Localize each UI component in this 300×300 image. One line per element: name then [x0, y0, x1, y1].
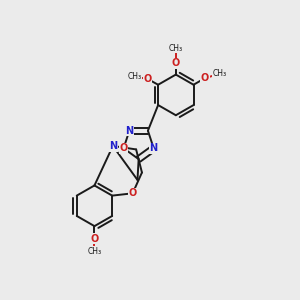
Text: O: O	[172, 58, 180, 68]
Text: CH₃: CH₃	[213, 69, 227, 78]
Text: N: N	[125, 126, 134, 136]
Text: O: O	[119, 143, 128, 153]
Text: O: O	[90, 234, 99, 244]
Text: O: O	[201, 73, 209, 83]
Text: O: O	[128, 188, 137, 198]
Text: O: O	[143, 74, 152, 84]
Text: CH₃: CH₃	[87, 247, 101, 256]
Text: CH₃: CH₃	[128, 72, 142, 81]
Text: N: N	[109, 141, 117, 151]
Text: CH₃: CH₃	[169, 44, 183, 53]
Text: N: N	[150, 143, 158, 153]
